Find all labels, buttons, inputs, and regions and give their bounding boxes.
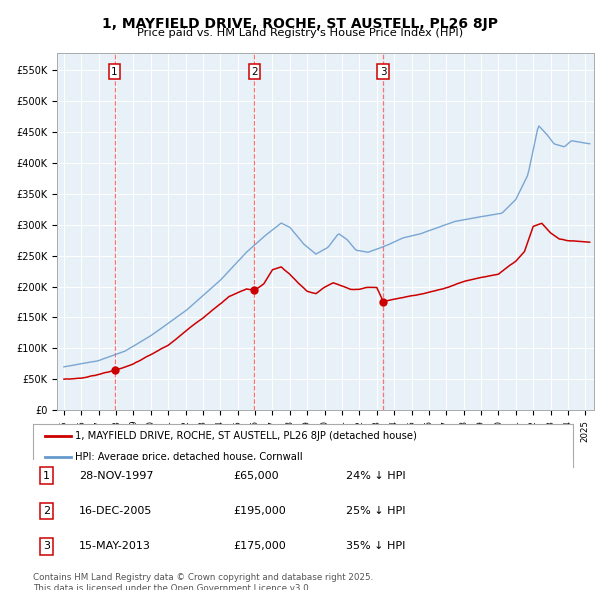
Text: 28-NOV-1997: 28-NOV-1997 (79, 471, 154, 480)
Text: £195,000: £195,000 (233, 506, 286, 516)
Text: £175,000: £175,000 (233, 542, 286, 551)
Text: 2: 2 (43, 506, 50, 516)
Text: 3: 3 (43, 542, 50, 551)
Text: 1, MAYFIELD DRIVE, ROCHE, ST AUSTELL, PL26 8JP: 1, MAYFIELD DRIVE, ROCHE, ST AUSTELL, PL… (102, 17, 498, 31)
Text: Contains HM Land Registry data © Crown copyright and database right 2025.
This d: Contains HM Land Registry data © Crown c… (33, 573, 373, 590)
Text: 15-MAY-2013: 15-MAY-2013 (79, 542, 151, 551)
Text: Price paid vs. HM Land Registry's House Price Index (HPI): Price paid vs. HM Land Registry's House … (137, 28, 463, 38)
Text: £65,000: £65,000 (233, 471, 278, 480)
Text: 1, MAYFIELD DRIVE, ROCHE, ST AUSTELL, PL26 8JP (detached house): 1, MAYFIELD DRIVE, ROCHE, ST AUSTELL, PL… (75, 431, 417, 441)
Text: 3: 3 (380, 67, 386, 77)
Text: 2: 2 (251, 67, 258, 77)
Text: 1: 1 (111, 67, 118, 77)
Text: HPI: Average price, detached house, Cornwall: HPI: Average price, detached house, Corn… (75, 451, 303, 461)
Text: 35% ↓ HPI: 35% ↓ HPI (346, 542, 406, 551)
Text: 25% ↓ HPI: 25% ↓ HPI (346, 506, 406, 516)
Text: 16-DEC-2005: 16-DEC-2005 (79, 506, 152, 516)
Text: 1: 1 (43, 471, 50, 480)
Text: 24% ↓ HPI: 24% ↓ HPI (346, 471, 406, 480)
